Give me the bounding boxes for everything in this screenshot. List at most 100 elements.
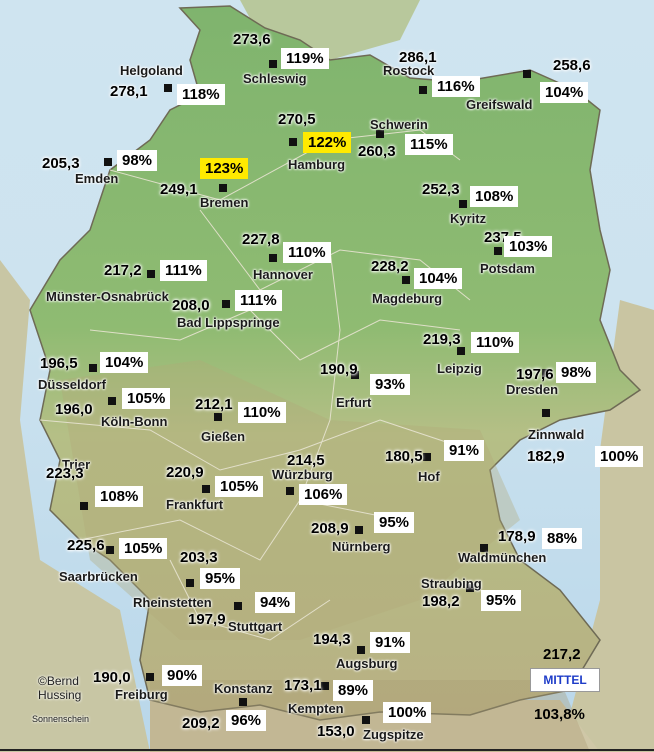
station-sunshine-hours: 197,6 (516, 366, 554, 383)
station-name: Helgoland (120, 63, 183, 78)
station-percent-badge: 118% (177, 84, 225, 105)
alps-shade (150, 680, 590, 752)
station-percent-badge: 100% (595, 446, 644, 467)
station-percent-badge: 104% (414, 268, 463, 289)
station-sunshine-hours: 190,0 (93, 669, 131, 686)
station-sunshine-hours: 203,3 (180, 549, 218, 566)
station-sunshine-hours: 258,6 (553, 57, 591, 74)
station-name: Frankfurt (166, 497, 224, 512)
station-percent-badge: 95% (481, 590, 522, 611)
station-percent-badge: 105% (119, 538, 168, 559)
station-name: Waldmünchen (458, 550, 547, 565)
station-sunshine-hours: 214,5 (287, 452, 325, 469)
station-percent-badge: 123% (200, 158, 249, 179)
station-marker-icon (419, 86, 427, 94)
legend-hours: 217,2 (543, 646, 581, 663)
neighbour-land-east (560, 300, 654, 752)
station-marker-icon (423, 453, 431, 461)
station-name: Kyritz (450, 211, 487, 226)
station-marker-icon (357, 646, 365, 654)
station-sunshine-hours: 227,8 (242, 231, 280, 248)
station-name: Rheinstetten (133, 595, 212, 610)
station-marker-icon (289, 138, 297, 146)
station-name: Zugspitze (363, 727, 424, 742)
station-sunshine-hours: 209,2 (182, 715, 220, 732)
station-name: Augsburg (336, 656, 398, 671)
station-marker-icon (362, 716, 370, 724)
station-sunshine-hours: 178,9 (498, 528, 536, 545)
station-percent-badge: 100% (383, 702, 432, 723)
station-sunshine-hours: 212,1 (195, 396, 233, 413)
station-sunshine-hours: 278,1 (110, 83, 148, 100)
station-name: Rostock (383, 63, 435, 78)
station-percent-badge: 95% (374, 512, 415, 533)
legend-percent: 103,8% (534, 706, 585, 723)
station-sunshine-hours: 180,5 (385, 448, 423, 465)
station-sunshine-hours: 198,2 (422, 593, 460, 610)
station-marker-icon (80, 502, 88, 510)
station-percent-badge: 104% (540, 82, 589, 103)
station-percent-badge: 93% (370, 374, 411, 395)
station-sunshine-hours: 182,9 (527, 448, 565, 465)
station-name: Düsseldorf (38, 377, 106, 392)
station-name: Köln-Bonn (101, 414, 168, 429)
station-marker-icon (269, 254, 277, 262)
station-percent-badge: 105% (215, 476, 264, 497)
station-marker-icon (351, 371, 359, 379)
station-name: Schleswig (243, 71, 307, 86)
station-percent-badge: 88% (542, 528, 583, 549)
station-name: Erfurt (336, 395, 372, 410)
station-sunshine-hours: 225,6 (67, 537, 105, 554)
station-sunshine-hours: 249,1 (160, 181, 198, 198)
station-name: Saarbrücken (59, 569, 138, 584)
station-marker-icon (214, 413, 222, 421)
station-marker-icon (480, 544, 488, 552)
station-percent-badge: 110% (283, 242, 331, 263)
station-name: Zinnwald (528, 427, 585, 442)
station-percent-badge: 90% (162, 665, 203, 686)
station-name: Stuttgart (228, 619, 283, 634)
legend-title: MITTEL (530, 668, 600, 692)
station-sunshine-hours: 197,9 (188, 611, 226, 628)
station-sunshine-hours: 260,3 (358, 143, 396, 160)
station-sunshine-hours: 286,1 (399, 49, 437, 66)
station-sunshine-hours: 153,0 (317, 723, 355, 740)
station-marker-icon (466, 584, 474, 592)
station-percent-badge: 91% (370, 632, 411, 653)
station-percent-badge: 95% (200, 568, 241, 589)
station-name: Gießen (201, 429, 246, 444)
station-sunshine-hours: 228,2 (371, 258, 409, 275)
station-sunshine-hours: 190,9 (320, 361, 358, 378)
station-marker-icon (269, 60, 277, 68)
station-percent-badge: 89% (333, 680, 374, 701)
station-marker-icon (202, 485, 210, 493)
credit-product: Sonnenschein (32, 714, 90, 724)
station-marker-icon (286, 487, 294, 495)
station-percent-badge: 104% (100, 352, 149, 373)
station-name: Hannover (253, 267, 313, 282)
station-percent-badge: 94% (255, 592, 296, 613)
station-percent-badge: 119% (281, 48, 329, 69)
station-percent-badge: 108% (95, 486, 144, 507)
station-name: Münster-Osnabrück (46, 289, 169, 304)
station-sunshine-hours: 219,3 (423, 331, 461, 348)
station-marker-icon (234, 602, 242, 610)
station-percent-badge: 106% (299, 484, 348, 505)
station-marker-icon (108, 397, 116, 405)
station-sunshine-hours: 205,3 (42, 155, 80, 172)
station-percent-badge: 96% (226, 710, 267, 731)
station-name: Kempten (288, 701, 344, 716)
station-sunshine-hours: 196,0 (55, 401, 93, 418)
station-sunshine-hours: 273,6 (233, 31, 271, 48)
station-name: Konstanz (214, 681, 273, 696)
station-sunshine-hours: 196,5 (40, 355, 78, 372)
station-sunshine-hours: 173,1 (284, 677, 322, 694)
station-name: Freiburg (115, 687, 168, 702)
station-sunshine-hours: 220,9 (166, 464, 204, 481)
station-marker-icon (402, 276, 410, 284)
station-marker-icon (104, 158, 112, 166)
station-name: Dresden (506, 382, 559, 397)
station-percent-badge: 98% (117, 150, 158, 171)
station-marker-icon (89, 364, 97, 372)
station-percent-badge: 110% (471, 332, 519, 353)
